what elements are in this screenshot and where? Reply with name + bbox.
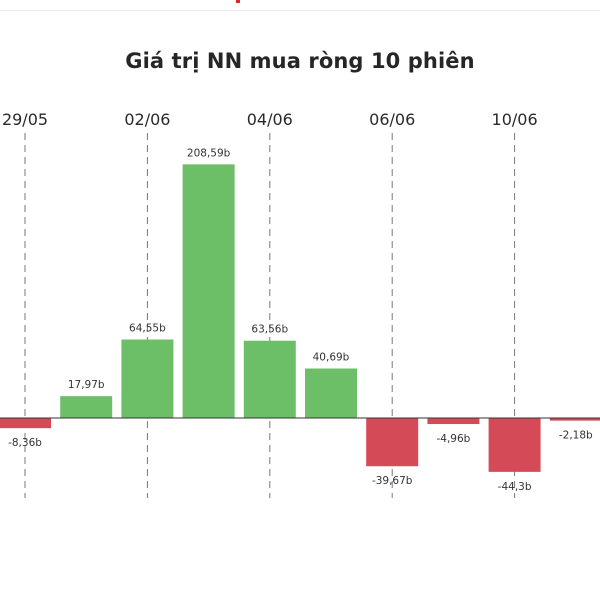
chart-title: Giá trị NN mua ròng 10 phiên [125,49,475,73]
bar-negative [549,418,600,421]
data-label: 64,55b [129,323,166,335]
bar-positive [60,396,113,418]
x-tick-label: 10/06 [492,110,538,129]
bar-positive [305,368,357,418]
bar-positive [182,164,235,418]
x-tick-label: 29/05 [2,110,48,129]
data-label: -8,36b [8,437,42,449]
x-tick-label: 06/06 [369,110,415,129]
data-label: 208,59b [187,147,231,159]
data-label: 63,56b [251,324,288,336]
bar-positive [243,340,296,418]
bar-positive [121,339,174,418]
x-tick-label: 04/06 [247,110,293,129]
data-label: -4,96b [436,433,470,445]
data-label: 17,97b [68,379,105,391]
data-label: 40,69b [313,352,350,364]
bar-negative [427,418,480,425]
bar-negative [366,418,419,467]
data-label: -2,18b [559,430,593,442]
data-label: -44,3b [498,481,532,493]
top-divider [0,10,600,11]
accent-mark [236,0,240,3]
bar-negative [488,418,541,472]
bar-negative [0,418,51,429]
x-tick-label: 02/06 [124,110,170,129]
data-label: -39,67b [372,475,413,487]
